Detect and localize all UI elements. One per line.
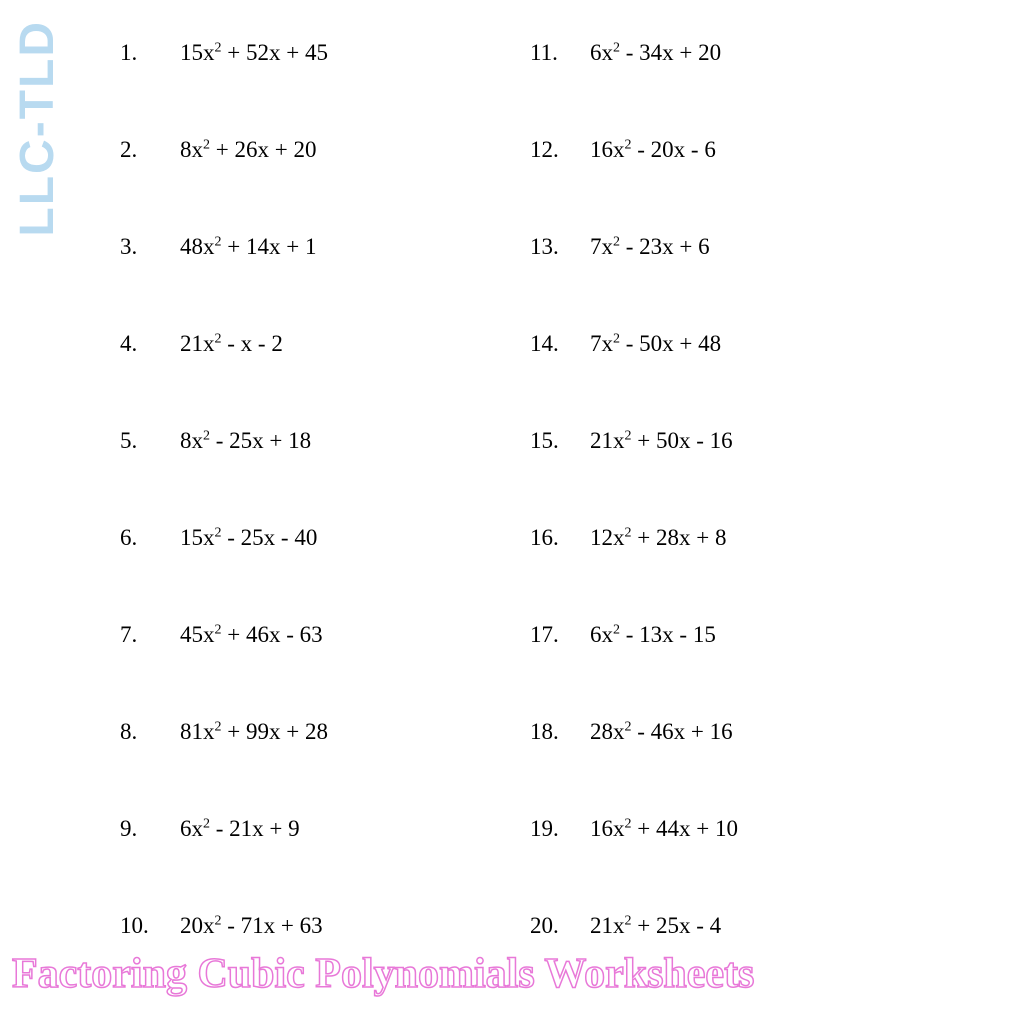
problem-expression: 48x2 + 14x + 1 bbox=[180, 234, 316, 260]
problem-number: 4. bbox=[120, 331, 180, 357]
problem-left: 9.6x2 - 21x + 9 bbox=[120, 816, 530, 842]
problem-number: 1. bbox=[120, 40, 180, 66]
problem-right: 15.21x2 + 50x - 16 bbox=[530, 428, 940, 454]
problem-expression: 7x2 - 23x + 6 bbox=[590, 234, 710, 260]
problem-expression: 21x2 - x - 2 bbox=[180, 331, 283, 357]
problem-number: 8. bbox=[120, 719, 180, 745]
problem-right: 14.7x2 - 50x + 48 bbox=[530, 331, 940, 357]
problem-expression: 45x2 + 46x - 63 bbox=[180, 622, 323, 648]
problem-left: 2.8x2 + 26x + 20 bbox=[120, 137, 530, 163]
problem-row: 8.81x2 + 99x + 2818.28x2 - 46x + 16 bbox=[120, 719, 964, 745]
problem-left: 4.21x2 - x - 2 bbox=[120, 331, 530, 357]
problem-expression: 16x2 - 20x - 6 bbox=[590, 137, 716, 163]
problem-row: 10.20x2 - 71x + 6320.21x2 + 25x - 4 bbox=[120, 913, 964, 939]
problem-left: 7.45x2 + 46x - 63 bbox=[120, 622, 530, 648]
problem-expression: 15x2 - 25x - 40 bbox=[180, 525, 317, 551]
problem-number: 19. bbox=[530, 816, 590, 842]
problem-expression: 8x2 - 25x + 18 bbox=[180, 428, 311, 454]
problem-number: 9. bbox=[120, 816, 180, 842]
problem-left: 5.8x2 - 25x + 18 bbox=[120, 428, 530, 454]
problem-expression: 6x2 - 13x - 15 bbox=[590, 622, 716, 648]
banner-title: Factoring Cubic Polynomials Worksheets bbox=[12, 950, 754, 998]
problem-right: 17.6x2 - 13x - 15 bbox=[530, 622, 940, 648]
problem-row: 9.6x2 - 21x + 919.16x2 + 44x + 10 bbox=[120, 816, 964, 842]
problem-right: 12.16x2 - 20x - 6 bbox=[530, 137, 940, 163]
problem-right: 18.28x2 - 46x + 16 bbox=[530, 719, 940, 745]
problem-number: 15. bbox=[530, 428, 590, 454]
problem-number: 14. bbox=[530, 331, 590, 357]
problem-number: 18. bbox=[530, 719, 590, 745]
problem-expression: 81x2 + 99x + 28 bbox=[180, 719, 328, 745]
problem-number: 11. bbox=[530, 40, 590, 66]
problem-number: 7. bbox=[120, 622, 180, 648]
problem-number: 13. bbox=[530, 234, 590, 260]
problem-expression: 16x2 + 44x + 10 bbox=[590, 816, 738, 842]
problem-expression: 20x2 - 71x + 63 bbox=[180, 913, 323, 939]
problem-expression: 12x2 + 28x + 8 bbox=[590, 525, 726, 551]
problem-right: 13.7x2 - 23x + 6 bbox=[530, 234, 940, 260]
problem-number: 10. bbox=[120, 913, 180, 939]
problem-left: 10.20x2 - 71x + 63 bbox=[120, 913, 530, 939]
problem-expression: 6x2 - 21x + 9 bbox=[180, 816, 300, 842]
problem-row: 1.15x2 + 52x + 4511.6x2 - 34x + 20 bbox=[120, 40, 964, 66]
problem-expression: 7x2 - 50x + 48 bbox=[590, 331, 721, 357]
problem-row: 4.21x2 - x - 214.7x2 - 50x + 48 bbox=[120, 331, 964, 357]
problem-left: 3.48x2 + 14x + 1 bbox=[120, 234, 530, 260]
problem-number: 2. bbox=[120, 137, 180, 163]
problem-number: 12. bbox=[530, 137, 590, 163]
problem-right: 11.6x2 - 34x + 20 bbox=[530, 40, 940, 66]
problem-right: 19.16x2 + 44x + 10 bbox=[530, 816, 940, 842]
problem-row: 5.8x2 - 25x + 1815.21x2 + 50x - 16 bbox=[120, 428, 964, 454]
problem-row: 3.48x2 + 14x + 113.7x2 - 23x + 6 bbox=[120, 234, 964, 260]
problem-row: 2.8x2 + 26x + 2012.16x2 - 20x - 6 bbox=[120, 137, 964, 163]
problem-number: 17. bbox=[530, 622, 590, 648]
problem-number: 16. bbox=[530, 525, 590, 551]
problem-number: 6. bbox=[120, 525, 180, 551]
problem-number: 3. bbox=[120, 234, 180, 260]
problem-right: 20.21x2 + 25x - 4 bbox=[530, 913, 940, 939]
problem-expression: 8x2 + 26x + 20 bbox=[180, 137, 316, 163]
problem-row: 6.15x2 - 25x - 4016.12x2 + 28x + 8 bbox=[120, 525, 964, 551]
watermark-side: LLC-TLD bbox=[10, 20, 65, 237]
problem-number: 20. bbox=[530, 913, 590, 939]
worksheet-content: 1.15x2 + 52x + 4511.6x2 - 34x + 202.8x2 … bbox=[120, 40, 964, 1010]
problem-expression: 21x2 + 50x - 16 bbox=[590, 428, 733, 454]
problem-expression: 21x2 + 25x - 4 bbox=[590, 913, 721, 939]
problem-expression: 15x2 + 52x + 45 bbox=[180, 40, 328, 66]
problem-expression: 28x2 - 46x + 16 bbox=[590, 719, 733, 745]
problem-number: 5. bbox=[120, 428, 180, 454]
problem-left: 1.15x2 + 52x + 45 bbox=[120, 40, 530, 66]
problem-right: 16.12x2 + 28x + 8 bbox=[530, 525, 940, 551]
problem-left: 8.81x2 + 99x + 28 bbox=[120, 719, 530, 745]
problem-row: 7.45x2 + 46x - 6317.6x2 - 13x - 15 bbox=[120, 622, 964, 648]
problem-expression: 6x2 - 34x + 20 bbox=[590, 40, 721, 66]
problem-left: 6.15x2 - 25x - 40 bbox=[120, 525, 530, 551]
